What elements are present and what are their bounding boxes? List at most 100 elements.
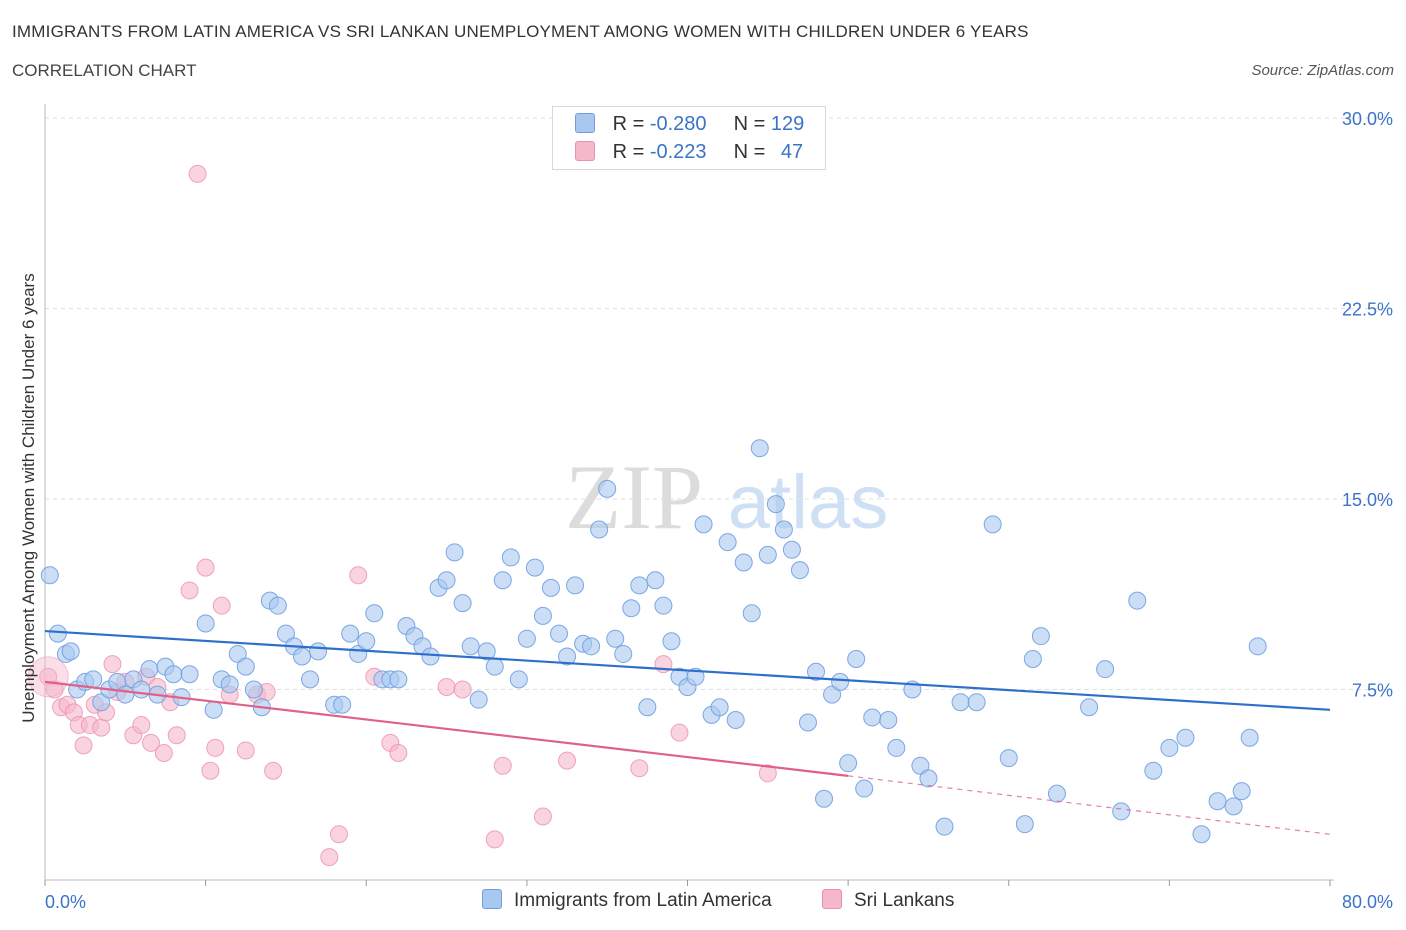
data-point-sri-lankans <box>758 764 777 783</box>
data-point-latin-america <box>389 670 408 689</box>
data-point-latin-america <box>357 632 376 651</box>
legend-n-label: N = <box>733 113 766 135</box>
data-point-latin-america <box>879 710 898 729</box>
data-point-latin-america <box>951 693 970 712</box>
data-point-sri-lankans <box>389 744 408 762</box>
data-point-latin-america <box>517 629 536 648</box>
axes <box>44 104 1334 886</box>
x-tick-label: 0.0% <box>45 892 86 912</box>
data-point-latin-america <box>911 756 930 775</box>
data-point-latin-america <box>847 650 866 669</box>
data-point-latin-america <box>485 657 504 676</box>
trend-line-sri-lankans <box>44 680 849 777</box>
trend-lines <box>44 629 1331 835</box>
legend-r-value: -0.223 <box>649 141 707 163</box>
data-point-sri-lankans <box>485 830 504 849</box>
data-point-latin-america <box>1248 637 1267 656</box>
source-label: Source: ZipAtlas.com <box>1251 62 1394 79</box>
series-latin-america <box>40 439 1267 844</box>
data-point-latin-america <box>333 695 352 714</box>
data-point-latin-america <box>823 685 842 704</box>
y-tick-label: 22.5% <box>1342 300 1393 320</box>
data-point-latin-america <box>863 708 882 727</box>
x-tick-label: 80.0% <box>1342 892 1393 912</box>
data-point-sri-lankans <box>558 751 577 770</box>
data-point-latin-america <box>92 693 111 712</box>
data-point-latin-america <box>445 543 464 562</box>
data-point-latin-america <box>469 690 488 709</box>
data-point-latin-america <box>1176 728 1195 747</box>
data-point-latin-america <box>1080 698 1099 717</box>
data-point-sri-lankans <box>196 558 215 577</box>
data-point-latin-america <box>164 665 183 684</box>
data-point-latin-america <box>116 685 135 704</box>
data-point-sri-lankans <box>236 741 255 760</box>
data-point-latin-america <box>180 665 199 684</box>
data-point-sri-lankans <box>320 848 339 867</box>
data-point-latin-america <box>935 817 954 836</box>
data-point-latin-america <box>228 644 247 663</box>
data-point-latin-america <box>1224 797 1243 816</box>
y-axis-label: Unemployment Among Women with Children U… <box>19 273 38 723</box>
grid-lines <box>45 117 1390 690</box>
data-point-latin-america <box>309 642 328 661</box>
data-point-sri-lankans <box>264 761 283 780</box>
data-point-latin-america <box>1031 627 1050 646</box>
legend-r-label: R = <box>612 113 645 135</box>
data-point-sri-lankans <box>212 596 231 615</box>
data-point-sri-lankans <box>349 566 368 585</box>
data-point-latin-america <box>782 540 801 559</box>
chart-subtitle: CORRELATION CHART <box>12 61 197 80</box>
data-point-latin-america <box>807 662 825 681</box>
legend-label: Immigrants from Latin America <box>514 890 772 911</box>
legend-swatch-pink <box>575 141 595 161</box>
data-point-latin-america <box>1096 660 1115 679</box>
data-point-latin-america <box>566 576 585 595</box>
data-point-latin-america <box>1023 650 1042 669</box>
data-point-latin-america <box>509 670 528 689</box>
watermark-zip: ZIP <box>565 446 703 548</box>
chart-title: IMMIGRANTS FROM LATIN AMERICA VS SRI LAN… <box>12 22 1029 41</box>
data-point-latin-america <box>525 558 544 577</box>
data-point-latin-america <box>606 629 625 648</box>
data-point-latin-america <box>750 439 769 458</box>
data-point-latin-america <box>461 637 480 656</box>
data-point-latin-america <box>204 700 223 719</box>
legend-row-sri-lankans: R = -0.223 N = 47 <box>575 141 803 163</box>
data-point-sri-lankans <box>206 738 225 757</box>
data-point-latin-america <box>598 479 617 498</box>
data-point-latin-america <box>686 667 705 686</box>
bottom-legend-latin-america: Immigrants from Latin America <box>482 889 772 912</box>
y-tick-label: 15.0% <box>1342 490 1393 510</box>
legend-swatch-blue <box>575 113 595 133</box>
data-point-latin-america <box>140 660 159 679</box>
data-point-latin-america <box>1240 728 1259 747</box>
trend-line-sri-lankans-extension <box>848 775 1331 835</box>
data-point-latin-america <box>1015 815 1034 834</box>
data-point-latin-america <box>421 647 440 666</box>
data-point-latin-america <box>61 642 80 661</box>
data-point-sri-lankans <box>167 726 186 745</box>
data-point-latin-america <box>550 624 568 643</box>
data-point-latin-america <box>734 553 753 572</box>
y-tick-label: 7.5% <box>1352 681 1393 701</box>
data-point-sri-lankans <box>74 736 93 755</box>
data-point-latin-america <box>630 576 649 595</box>
data-point-latin-america <box>276 624 295 643</box>
data-point-latin-america <box>839 754 858 773</box>
data-point-sri-lankans <box>630 759 649 778</box>
data-point-latin-america <box>268 596 287 615</box>
data-point-latin-america <box>220 675 239 694</box>
data-point-latin-america <box>662 632 681 651</box>
legend-swatch-pink <box>822 889 842 909</box>
data-point-latin-america <box>493 571 512 590</box>
data-point-latin-america <box>694 515 713 534</box>
data-point-sri-lankans <box>493 756 512 775</box>
legend-n-value: 47 <box>780 141 804 163</box>
data-point-latin-america <box>919 769 938 788</box>
data-point-latin-america <box>558 647 577 666</box>
data-point-latin-america <box>798 713 817 732</box>
data-point-latin-america <box>365 604 384 623</box>
data-point-latin-america <box>244 680 263 699</box>
data-point-latin-america <box>1232 782 1251 801</box>
